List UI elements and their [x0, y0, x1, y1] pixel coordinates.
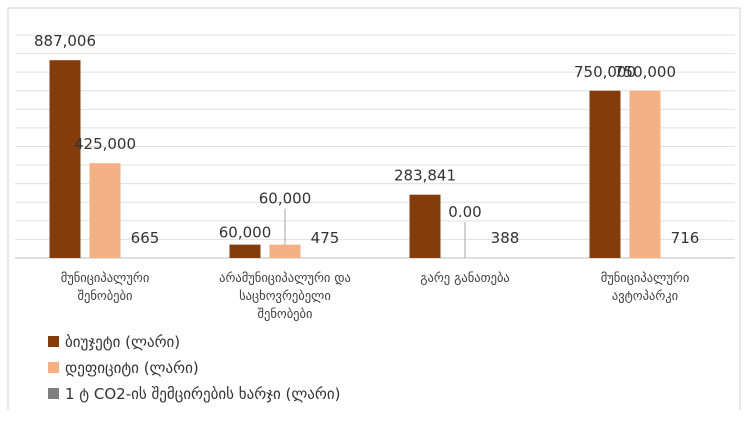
data-label: 665 [131, 229, 160, 247]
data-label: 388 [491, 229, 520, 247]
bar-1-4 [589, 90, 621, 258]
bar-1-3 [409, 194, 441, 258]
category-label: ავტოპარკი [612, 288, 678, 303]
category-label: გარე განათება [420, 270, 510, 285]
legend-label-2: დეფიციტი (ლარი) [65, 359, 199, 377]
data-label: 60,000 [259, 190, 312, 208]
data-label: 750,000 [574, 63, 636, 81]
category-label: შენობები [78, 288, 133, 303]
legend-swatch-3 [48, 388, 59, 399]
legend-label-1: ბიუჯეტი (ლარი) [65, 333, 180, 351]
data-label: 475 [311, 229, 340, 247]
bar-2-4 [629, 90, 661, 258]
data-label: 0.00 [448, 203, 481, 221]
data-label: 716 [671, 229, 700, 247]
category-label: საცხოვრებელი [239, 288, 331, 303]
legend-label-3: 1 ტ CO2-ის შემცირების ხარჯი (ლარი) [65, 385, 340, 403]
data-label: 60,000 [219, 224, 272, 242]
bar-2-2 [269, 244, 301, 258]
category-label: არამუნიციპალური და [219, 270, 351, 285]
data-label: 750,000 [614, 63, 676, 81]
chart-frame [7, 7, 741, 410]
bar-1-1 [49, 60, 81, 258]
data-label: 283,841 [394, 167, 456, 185]
bar-2-1 [89, 163, 121, 258]
legend-swatch-1 [48, 336, 59, 347]
category-label: შენობები [258, 306, 313, 321]
legend-swatch-2 [48, 362, 59, 373]
category-label: მუნიციპალური [601, 270, 690, 285]
data-label: 887,006 [34, 32, 96, 50]
bar-1-2 [229, 244, 261, 258]
category-label: მუნიციპალური [61, 270, 150, 285]
data-label: 425,000 [74, 135, 136, 153]
